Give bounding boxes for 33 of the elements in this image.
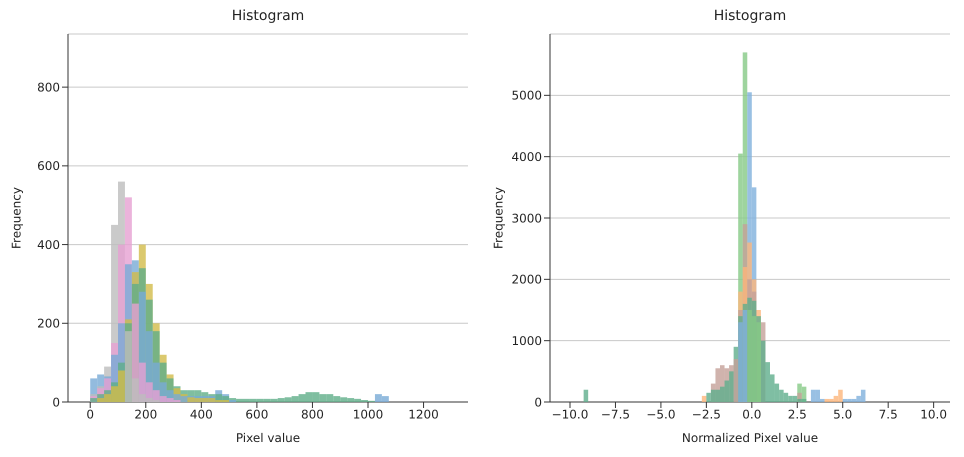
x-tick-label: 5.0	[833, 408, 852, 422]
y-tick-label: 400	[37, 238, 60, 252]
x-tick-label: 0.0	[742, 408, 762, 422]
x-tick-label: 200	[134, 408, 158, 422]
x-tick-label: 10.0	[920, 408, 947, 422]
x-tick-label: −2.5	[692, 408, 721, 422]
x-tick-label: −10.0	[552, 408, 588, 422]
y-tick-label: 200	[37, 316, 60, 331]
y-tick-label: 4000	[511, 150, 542, 164]
y-tick-label: 0	[534, 395, 542, 410]
x-tick-label: −7.5	[600, 408, 630, 422]
chart-title: Histogram	[230, 8, 306, 26]
x-tick-label: 2.5	[788, 408, 807, 422]
x-tick-label: 600	[245, 408, 268, 422]
y-axis-title: Frequency	[491, 187, 506, 249]
x-tick-label: −5.0	[646, 408, 676, 422]
x-axis-title: Pixel value	[236, 431, 300, 445]
y-tick-label: 0	[52, 395, 60, 410]
x-tick-label: 7.5	[878, 408, 898, 422]
y-tick-label: 3000	[511, 211, 542, 226]
y-tick-label: 1000	[511, 334, 542, 348]
x-tick-label: 1200	[408, 408, 439, 422]
x-tick-label: 0	[86, 408, 94, 422]
y-tick-label: 5000	[511, 88, 542, 103]
chart-title: Histogram	[712, 8, 788, 26]
y-tick-label: 2000	[511, 272, 542, 287]
y-tick-label: 600	[37, 159, 60, 174]
x-tick-label: 1000	[352, 408, 384, 422]
x-axis-title: Normalized Pixel value	[682, 431, 818, 445]
y-axis-title: Frequency	[9, 187, 24, 249]
x-tick-label: 800	[300, 408, 324, 422]
y-tick-label: 800	[37, 80, 60, 94]
x-tick-label: 400	[190, 408, 213, 422]
